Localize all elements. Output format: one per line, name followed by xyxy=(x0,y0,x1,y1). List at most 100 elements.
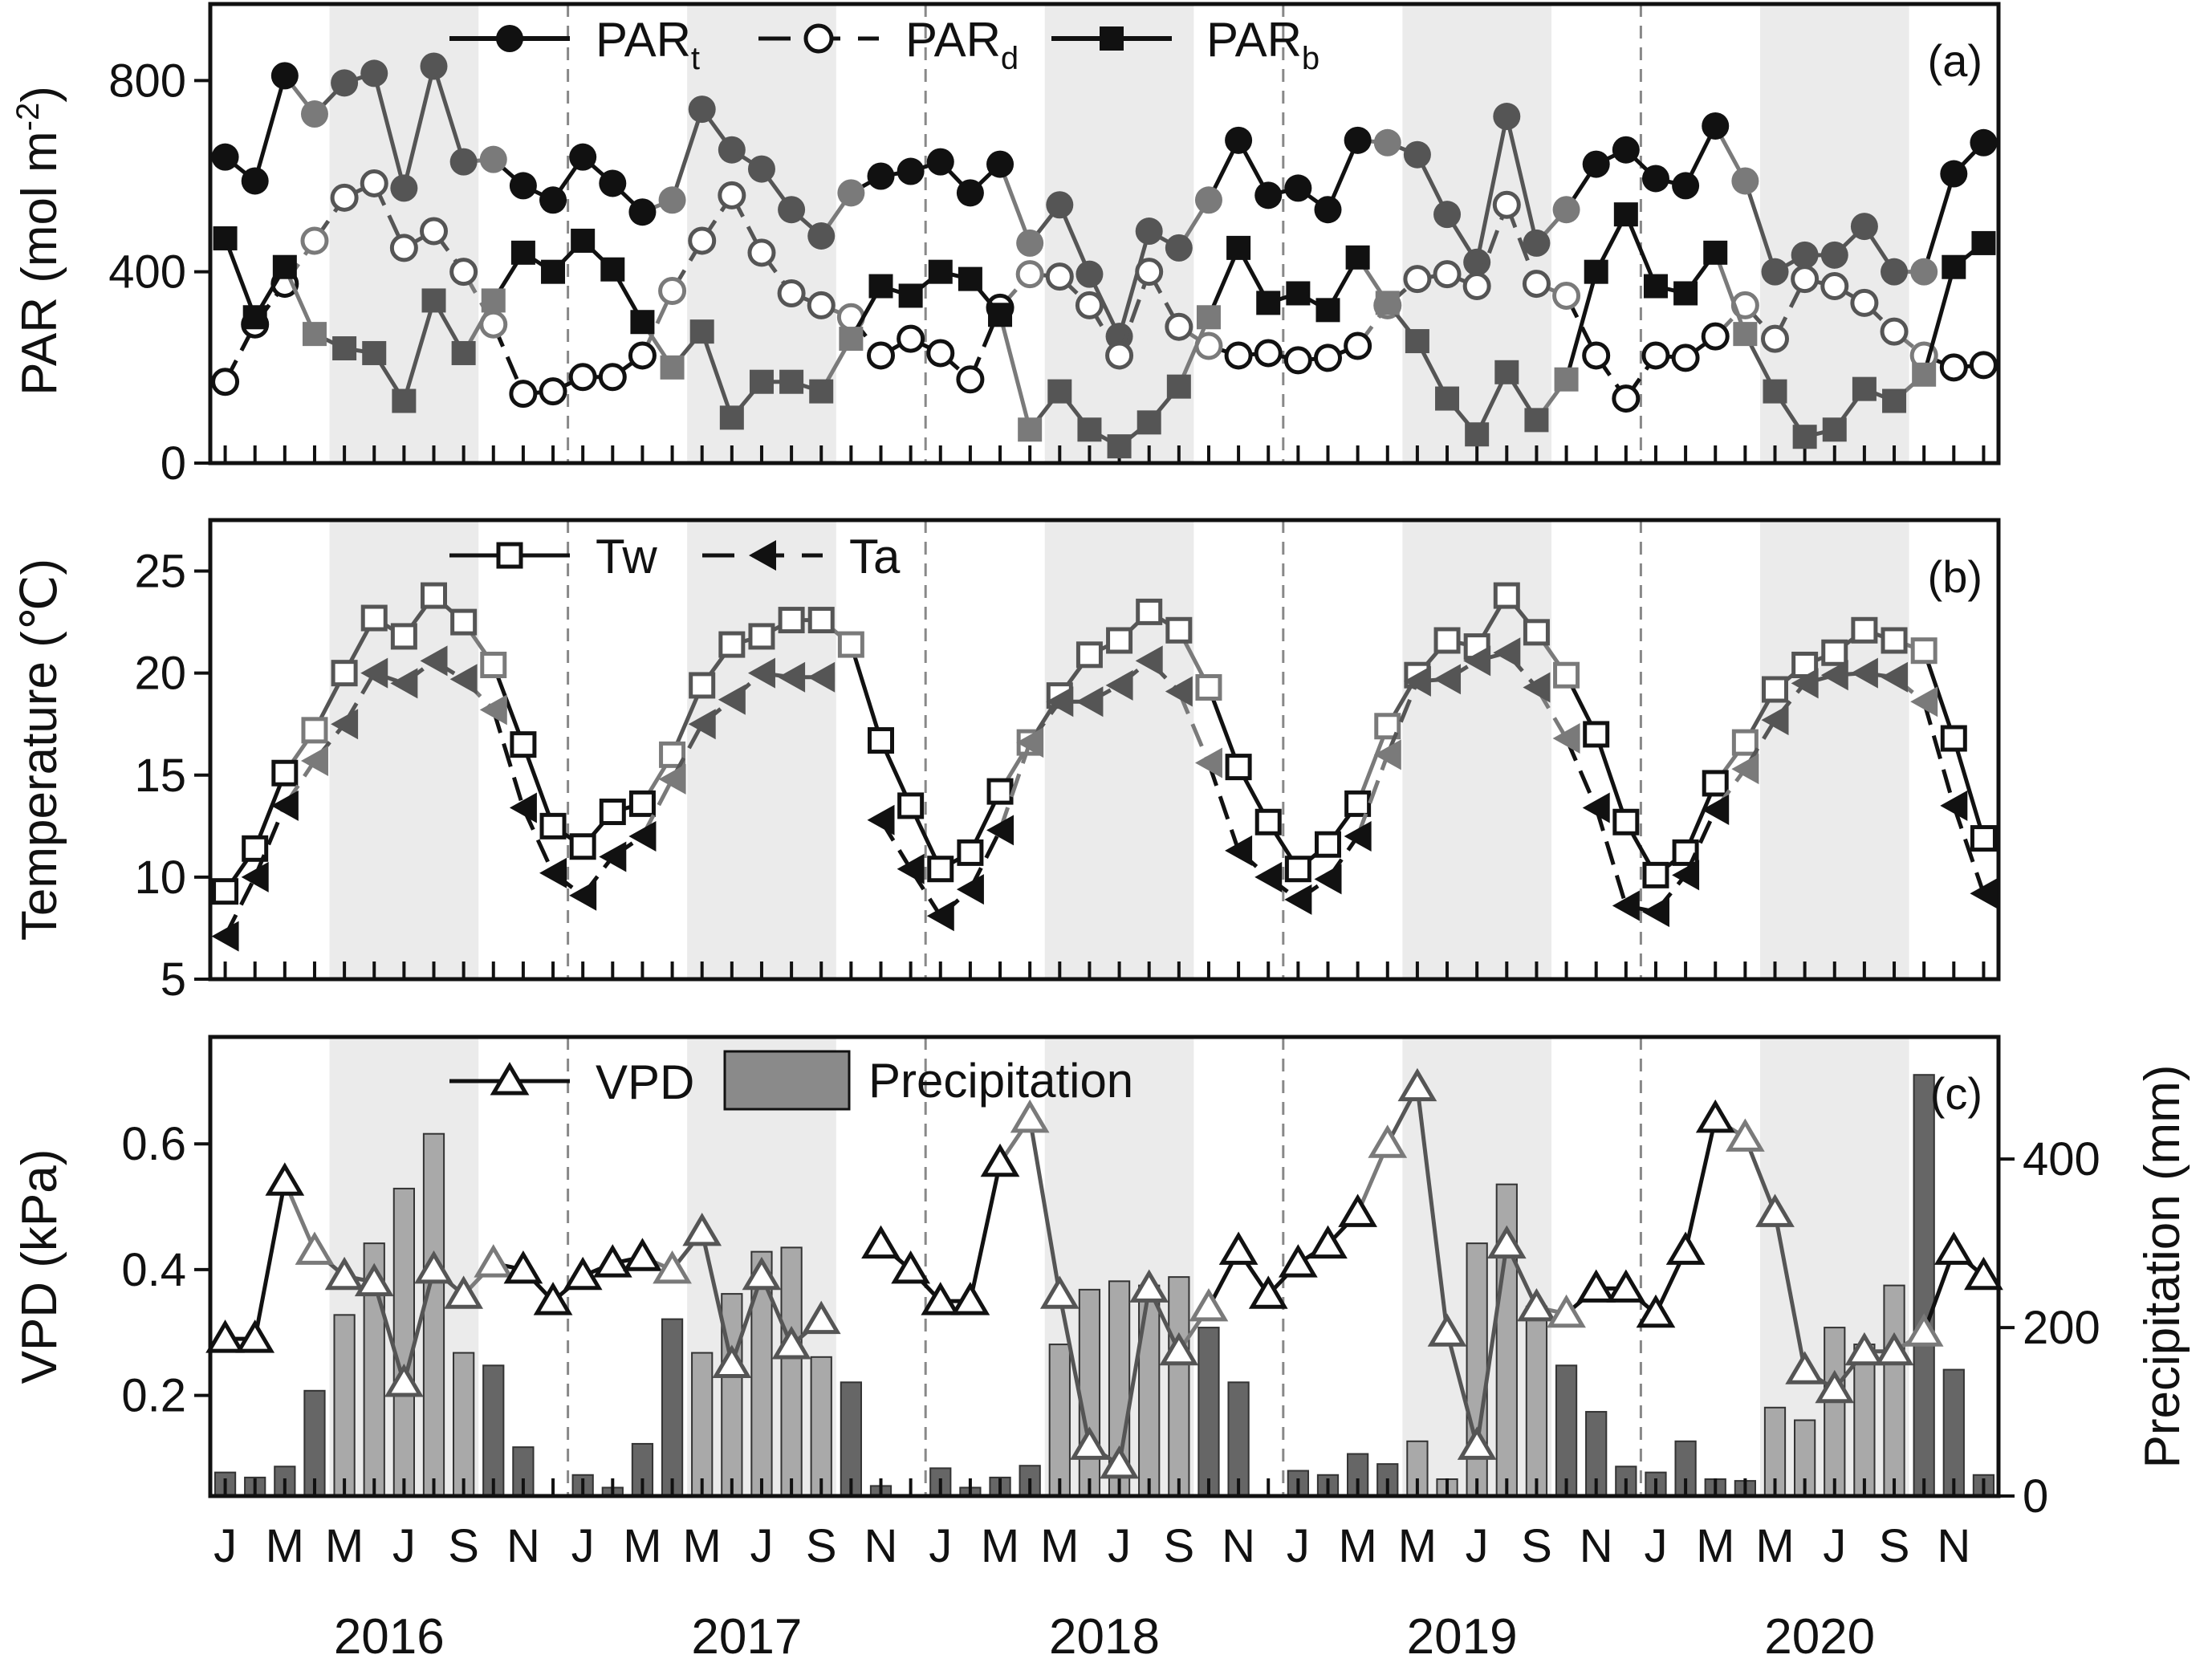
data-point xyxy=(778,196,806,224)
data-point xyxy=(1850,657,1878,689)
data-point xyxy=(270,790,299,821)
data-point xyxy=(539,377,567,406)
data-point xyxy=(926,148,954,176)
data-point xyxy=(1196,305,1221,330)
month-label: J xyxy=(392,1520,416,1572)
data-point xyxy=(956,874,984,905)
data-point xyxy=(958,266,982,291)
data-point xyxy=(1910,637,1938,665)
data-point xyxy=(986,815,1015,846)
data-point xyxy=(682,1212,722,1246)
data-point xyxy=(1576,1269,1616,1303)
month-label: M xyxy=(981,1520,1019,1572)
data-point xyxy=(1135,218,1163,246)
precipitation-bar xyxy=(780,1246,803,1498)
data-point xyxy=(1308,1225,1348,1259)
series-line-segment xyxy=(1773,1212,1807,1371)
data-point xyxy=(868,274,893,299)
data-point xyxy=(689,319,714,344)
series-line-segment xyxy=(1951,738,1986,840)
series-line-segment xyxy=(1921,649,1956,739)
data-point xyxy=(1755,1193,1795,1227)
data-point xyxy=(1225,835,1253,866)
series-line-segment xyxy=(1385,680,1420,756)
month-label: J xyxy=(1108,1520,1131,1572)
data-point xyxy=(861,1225,901,1259)
data-point xyxy=(481,288,506,313)
data-point xyxy=(1225,126,1253,154)
data-point xyxy=(1076,641,1103,669)
precipitation-bar xyxy=(453,1352,475,1498)
data-point xyxy=(1373,739,1401,770)
data-point xyxy=(927,856,954,883)
series-line-segment xyxy=(1504,204,1539,285)
data-point xyxy=(1731,754,1759,785)
data-point xyxy=(1612,890,1640,921)
data-point xyxy=(1135,258,1164,287)
data-point xyxy=(1486,1225,1527,1259)
data-point xyxy=(1940,790,1968,821)
data-point xyxy=(1106,627,1133,654)
data-point xyxy=(1344,821,1372,852)
data-point xyxy=(1314,196,1342,224)
series-line-segment xyxy=(848,644,883,742)
data-point xyxy=(390,174,418,202)
data-point xyxy=(771,1326,811,1360)
data-point xyxy=(897,324,925,353)
month-label: M xyxy=(1755,1520,1794,1572)
data-point xyxy=(541,259,566,284)
data-point xyxy=(265,1162,305,1196)
data-point xyxy=(302,322,327,347)
data-point xyxy=(510,240,535,265)
data-point xyxy=(1850,288,1879,317)
legend-ta-label: Ta xyxy=(849,530,901,583)
data-point xyxy=(510,731,537,758)
data-point xyxy=(1852,376,1877,401)
wet-season-band xyxy=(329,520,479,979)
data-point xyxy=(270,62,299,90)
data-point xyxy=(1582,150,1610,178)
y2-tick-label: 0 xyxy=(2023,1470,2048,1523)
series-line-segment xyxy=(1027,1118,1062,1295)
data-point xyxy=(1105,669,1133,701)
data-point xyxy=(1636,1294,1676,1328)
legend-precip-swatch xyxy=(723,1050,851,1111)
precipitation-bar xyxy=(840,1381,862,1497)
data-point xyxy=(1136,410,1161,435)
series-line-segment xyxy=(521,743,555,827)
data-point xyxy=(1523,229,1551,257)
data-point xyxy=(1405,329,1429,354)
precipitation-bar xyxy=(1883,1284,1905,1497)
data-point xyxy=(747,155,775,183)
precipitation-bar xyxy=(482,1364,505,1497)
panel-a: 0 400 800 (a) PAR (mol m-2) PARt PARd PARb xyxy=(10,2,2001,490)
data-point xyxy=(779,369,804,394)
data-point xyxy=(956,365,985,394)
month-label: J xyxy=(571,1520,595,1572)
data-point xyxy=(1851,616,1878,644)
data-point xyxy=(331,69,359,97)
data-point xyxy=(569,143,597,171)
data-point xyxy=(449,258,478,287)
data-point xyxy=(241,861,269,892)
wet-season-band xyxy=(1402,4,1551,463)
data-point xyxy=(1045,262,1074,291)
data-point xyxy=(420,52,448,80)
data-point xyxy=(1344,126,1372,154)
data-point xyxy=(897,792,925,819)
data-point xyxy=(1225,754,1252,781)
data-point xyxy=(867,804,895,835)
data-point xyxy=(688,709,716,740)
data-point xyxy=(1904,1313,1944,1347)
data-point xyxy=(719,405,744,430)
legend-tw-label: Tw xyxy=(596,530,657,583)
data-point xyxy=(688,226,717,255)
precipitation-bar xyxy=(661,1318,684,1497)
data-point xyxy=(928,259,953,284)
data-point xyxy=(1523,672,1551,703)
data-point xyxy=(390,623,417,650)
data-point xyxy=(1523,619,1550,646)
data-point xyxy=(1189,1288,1229,1322)
precipitation-bar xyxy=(691,1352,714,1498)
data-point xyxy=(272,254,297,279)
